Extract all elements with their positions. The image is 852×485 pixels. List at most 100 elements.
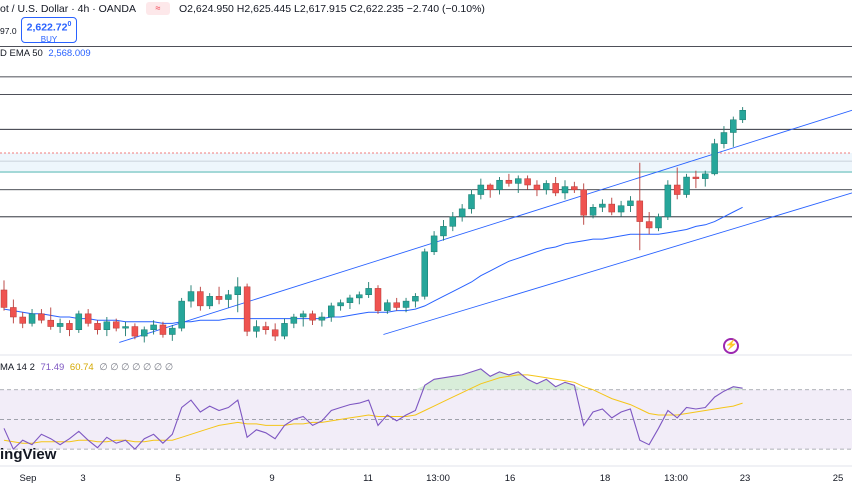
x-tick-label: 5 <box>175 473 181 484</box>
rsi-overbought-fill <box>415 368 743 390</box>
rsi-ma-value: 60.74 <box>69 362 94 373</box>
rsi-legend: MA 14 2 71.49 60.74 ∅ ∅ ∅ ∅ ∅ ∅ ∅ <box>0 362 173 373</box>
candle-body <box>515 178 522 184</box>
candle <box>271 323 279 341</box>
rsi-value: 71.49 <box>40 362 65 373</box>
candle <box>692 170 700 189</box>
candle-body <box>75 313 83 330</box>
candle <box>103 317 111 337</box>
candle-body <box>56 323 64 327</box>
candle <box>589 204 597 219</box>
x-tick-label: 3 <box>80 473 86 484</box>
candle-body <box>477 184 485 195</box>
candle-body <box>206 296 213 307</box>
candle-body <box>38 313 45 321</box>
candle <box>225 289 232 308</box>
candle-body <box>711 143 718 175</box>
candle-body <box>402 300 410 308</box>
candle <box>449 212 457 232</box>
candle <box>299 310 307 327</box>
candle-body <box>234 286 241 295</box>
candle <box>486 183 494 198</box>
candle-body <box>178 300 185 329</box>
candles[interactable] <box>0 107 746 343</box>
candle <box>477 178 485 200</box>
candle-body <box>627 200 634 206</box>
candle-body <box>243 286 251 332</box>
candle-body <box>739 109 746 121</box>
candle <box>131 323 139 340</box>
ema-line <box>3 206 743 324</box>
candle-body <box>449 216 457 227</box>
candle <box>739 107 746 123</box>
candle <box>75 310 83 333</box>
candle-body <box>664 184 672 218</box>
rsi-line <box>3 368 743 451</box>
candle <box>309 310 316 325</box>
candle <box>711 138 718 176</box>
candle-body <box>290 316 298 324</box>
x-tick-label: 23 <box>739 473 751 484</box>
candle <box>720 126 728 149</box>
lightning-icon[interactable]: ⚡ <box>723 338 739 354</box>
candle-body <box>543 183 550 191</box>
candle <box>328 302 335 322</box>
candle <box>402 297 410 313</box>
candle <box>683 173 690 198</box>
candle-body <box>458 208 466 218</box>
rsi-extra: ∅ ∅ ∅ ∅ ∅ ∅ ∅ <box>99 362 174 373</box>
candle-body <box>318 316 326 321</box>
candle <box>290 313 298 329</box>
candle <box>561 180 569 200</box>
candle <box>627 196 634 213</box>
candle-body <box>636 200 644 222</box>
candle <box>393 297 400 311</box>
candle <box>365 282 372 298</box>
candle <box>655 213 662 232</box>
candle <box>580 183 587 225</box>
x-tick-label: 25 <box>832 473 844 484</box>
candle-body <box>28 313 36 324</box>
rsi-levels <box>0 389 852 450</box>
candle-body <box>608 203 615 213</box>
candle-body <box>225 294 232 300</box>
candle-body <box>299 313 307 318</box>
ema-legend: D EMA 50 2,568.009 <box>0 48 91 59</box>
candle <box>337 299 344 311</box>
candle <box>197 286 204 311</box>
buy-label: BUY <box>40 34 58 44</box>
candle <box>384 299 391 314</box>
candle-body <box>524 178 531 186</box>
x-tick-label: 16 <box>504 473 516 484</box>
candle-body <box>112 321 120 329</box>
candle <box>234 277 241 313</box>
candle-body <box>10 307 17 318</box>
candle-body <box>580 189 587 216</box>
candle-body <box>122 326 129 329</box>
candle-body <box>655 216 662 229</box>
candle-body <box>94 323 101 330</box>
candle <box>458 204 466 222</box>
candle <box>440 219 447 241</box>
candle <box>112 318 120 332</box>
candle-body <box>309 313 316 321</box>
candle-body <box>337 302 344 307</box>
candle <box>645 212 653 235</box>
candle <box>664 180 672 220</box>
candle <box>356 291 363 305</box>
candle-body <box>673 184 681 195</box>
trend-channel <box>119 109 852 343</box>
candle-body <box>346 297 354 303</box>
rsi-label: MA 14 2 <box>0 362 35 373</box>
candle-body <box>19 316 26 324</box>
candle <box>169 324 176 341</box>
price-left: 97.0 <box>0 26 17 36</box>
candle-body <box>262 326 270 330</box>
candle <box>262 321 270 335</box>
equals-icon[interactable]: ≈ <box>146 2 170 15</box>
candle-body <box>486 184 494 191</box>
buy-button[interactable]: 2,622.720 BUY <box>21 17 77 44</box>
candle <box>84 309 92 327</box>
symbol-title: ot / U.S. Dollar · 4h · OANDA <box>0 3 136 15</box>
